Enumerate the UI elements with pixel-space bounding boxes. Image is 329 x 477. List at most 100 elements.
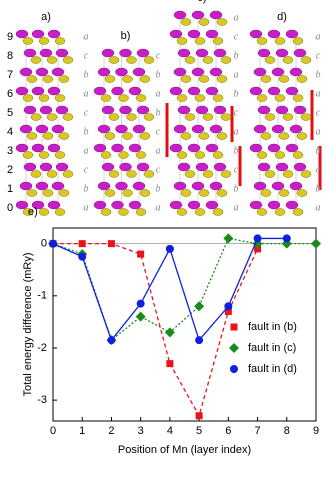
- atom-x: [274, 37, 286, 45]
- atom-mn: [209, 124, 223, 134]
- crystal: [15, 29, 74, 216]
- y-tick-label: -1: [37, 290, 47, 302]
- atom-mn: [55, 48, 69, 58]
- atom-mn: [275, 48, 289, 58]
- atom-x: [42, 132, 54, 140]
- atom-x: [202, 170, 214, 178]
- x-tick-label: 5: [196, 425, 202, 437]
- atom-mn: [267, 86, 281, 96]
- atom-x: [54, 151, 66, 159]
- atom-mn: [119, 105, 132, 115]
- layer-number: 8: [7, 50, 13, 62]
- atom-x: [108, 170, 120, 178]
- atom-x: [274, 208, 286, 216]
- atom-x: [212, 208, 224, 216]
- layer-number: 7: [7, 69, 13, 81]
- atom-x: [220, 56, 232, 64]
- atom-mn: [19, 67, 33, 77]
- marker: [78, 240, 86, 248]
- atom-mn: [271, 124, 285, 134]
- marker: [311, 238, 321, 249]
- atom-x: [292, 37, 304, 45]
- atom-mn: [257, 105, 271, 115]
- atom-mn: [257, 162, 271, 172]
- atom-mn: [293, 48, 307, 58]
- atom-x: [104, 75, 116, 83]
- marker: [107, 336, 116, 345]
- stacking-letter: c: [84, 164, 89, 175]
- atom-x: [194, 37, 206, 45]
- y-axis-label: Total energy difference (mRy): [22, 252, 34, 396]
- atom-x: [274, 151, 286, 159]
- atom-x: [143, 170, 155, 178]
- atom-mn: [31, 143, 45, 153]
- stacking-letter: a: [156, 88, 161, 99]
- atom-x: [126, 113, 137, 121]
- atom-x: [135, 208, 147, 216]
- stacking-letter: c: [316, 164, 321, 175]
- atom-mn: [101, 48, 115, 58]
- stacking-letter: b: [156, 69, 161, 80]
- atom-x: [194, 151, 206, 159]
- atom-x: [135, 151, 147, 159]
- atom-x: [62, 170, 74, 178]
- atom-mn: [97, 67, 111, 77]
- atom-x: [176, 94, 188, 102]
- atom-mn: [191, 10, 205, 20]
- atom-mn: [195, 162, 209, 172]
- plot-frame: [52, 227, 317, 422]
- legend-label: fault in (b): [248, 321, 297, 333]
- atom-mn: [169, 143, 183, 153]
- atom-x: [54, 208, 66, 216]
- atom-x: [198, 189, 210, 197]
- atom-mn: [285, 200, 299, 210]
- atom-x: [38, 37, 50, 45]
- atom-mn: [209, 67, 223, 77]
- atom-x: [58, 189, 70, 197]
- atom-x: [296, 75, 308, 83]
- atom-mn: [169, 29, 183, 39]
- atom-x: [118, 94, 129, 102]
- marker: [78, 252, 87, 261]
- atom-mn: [111, 86, 124, 96]
- atom-mn: [293, 105, 307, 115]
- atom-x: [296, 189, 308, 197]
- atom-mn: [267, 200, 281, 210]
- atom-x: [256, 94, 268, 102]
- stacking-letter: a: [156, 145, 161, 156]
- marker: [254, 245, 262, 253]
- marker: [223, 233, 234, 244]
- stacking-letter: b: [316, 183, 321, 194]
- marker: [107, 240, 115, 248]
- atom-x: [38, 151, 50, 159]
- atom-mn: [115, 67, 128, 77]
- atom-x: [122, 132, 133, 140]
- layer-number: 1: [7, 183, 13, 195]
- atom-x: [180, 189, 192, 197]
- atom-mn: [19, 181, 33, 191]
- atom-x: [292, 208, 304, 216]
- marker: [137, 250, 145, 258]
- atom-mn: [249, 29, 263, 39]
- atom-mn: [47, 86, 61, 96]
- atom-x: [22, 208, 34, 216]
- atom-mn: [275, 162, 289, 172]
- atom-mn: [173, 10, 187, 20]
- atom-x: [194, 208, 206, 216]
- atom-x: [198, 132, 210, 140]
- atom-x: [46, 113, 58, 121]
- stacking-letter: a: [316, 126, 321, 137]
- atom-x: [104, 132, 116, 140]
- stacking-letter: c: [234, 31, 239, 42]
- marker: [224, 302, 233, 311]
- atom-x: [22, 94, 34, 102]
- layer-number: 0: [7, 202, 13, 214]
- atom-x: [216, 189, 228, 197]
- stacking-letter: a: [316, 88, 321, 99]
- stacking-letter: a: [84, 31, 89, 42]
- atom-x: [264, 170, 276, 178]
- atom-x: [212, 37, 224, 45]
- atom-mn: [173, 181, 187, 191]
- stacking-letter: a: [234, 202, 239, 213]
- atom-mn: [191, 67, 205, 77]
